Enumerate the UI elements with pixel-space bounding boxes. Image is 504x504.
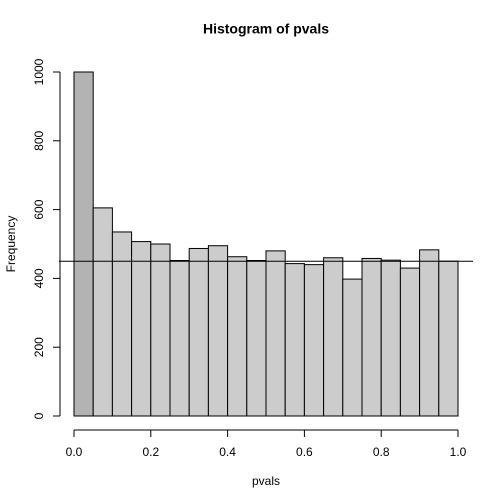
bar	[342, 278, 363, 417]
bar	[438, 260, 459, 417]
x-tick-label: 0.2	[142, 445, 159, 459]
bar	[227, 256, 248, 417]
y-tick-label: 400	[32, 268, 46, 288]
y-tick-label: 200	[32, 337, 46, 357]
bar	[419, 249, 440, 417]
x-axis-label: pvals	[252, 474, 280, 488]
bar	[207, 245, 229, 417]
bar	[323, 257, 344, 417]
bar	[246, 260, 267, 417]
bar	[111, 231, 133, 417]
y-tick-label: 800	[32, 130, 46, 150]
y-tick-label: 600	[32, 199, 46, 219]
y-tick-label: 0	[32, 412, 46, 419]
x-tick-label: 0.4	[219, 445, 236, 459]
bar	[399, 267, 421, 417]
bar	[73, 71, 94, 417]
x-tick-label: 1.0	[450, 445, 467, 459]
x-tick-label: 0.8	[373, 445, 390, 459]
x-tick-label: 0.0	[66, 445, 83, 459]
bar	[380, 259, 401, 417]
bar	[150, 243, 171, 417]
bar	[284, 263, 305, 417]
bar	[265, 250, 286, 417]
bar	[131, 241, 152, 417]
bar	[92, 207, 113, 417]
bar	[169, 260, 190, 417]
y-axis-label: Frequency	[4, 216, 18, 273]
x-tick-label: 0.6	[296, 445, 313, 459]
y-tick-label: 1000	[32, 58, 46, 85]
chart-title: Histogram of pvals	[203, 21, 329, 37]
bar	[188, 247, 209, 417]
bar	[303, 264, 325, 417]
bar	[361, 257, 382, 417]
